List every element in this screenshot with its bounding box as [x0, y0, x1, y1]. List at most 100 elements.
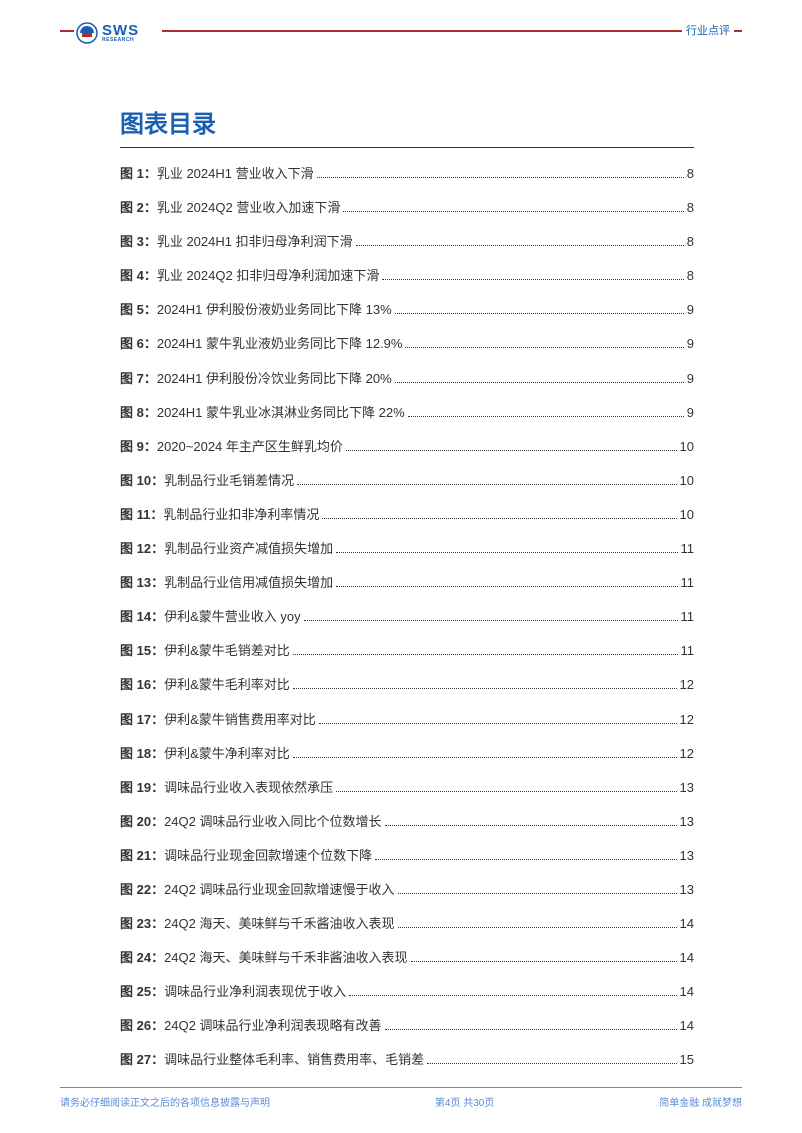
toc-dots: [398, 893, 677, 894]
toc-entry-text: 乳业 2024H1 扣非归母净利润下滑: [157, 234, 353, 250]
toc-entry-label: 图 2：: [120, 200, 157, 216]
toc-entry-label: 图 25：: [120, 984, 164, 1000]
toc-dots: [375, 859, 676, 860]
toc-dots: [336, 552, 677, 553]
toc-entry: 图 19：调味品行业收入表现依然承压13: [120, 780, 694, 796]
toc-entry-page: 11: [681, 575, 695, 591]
toc-entry-text: 24Q2 调味品行业净利润表现略有改善: [164, 1018, 381, 1034]
toc-entry-text: 24Q2 海天、美味鲜与千禾酱油收入表现: [164, 916, 394, 932]
toc-entry-page: 11: [681, 541, 695, 557]
toc-entry-text: 调味品行业收入表现依然承压: [164, 780, 333, 796]
toc-entry-page: 12: [680, 746, 694, 762]
page: SWS RESEARCH 行业点评 图表目录 图 1：乳业 2024H1 营业收…: [0, 0, 802, 1133]
toc-entry-label: 图 10：: [120, 473, 164, 489]
toc-dots: [336, 586, 677, 587]
toc-dots: [336, 791, 676, 792]
toc-dots: [304, 620, 678, 621]
toc-entry-text: 伊利&蒙牛毛利率对比: [164, 677, 290, 693]
toc-entry: 图 10：乳制品行业毛销差情况10: [120, 473, 694, 489]
toc-entry-text: 调味品行业净利润表现优于收入: [164, 984, 346, 1000]
toc-entry-label: 图 19：: [120, 780, 164, 796]
toc-entry-label: 图 16：: [120, 677, 164, 693]
toc-entry-page: 12: [680, 677, 694, 693]
toc-dots: [382, 279, 683, 280]
toc-entry-page: 14: [680, 984, 694, 1000]
toc-entry-label: 图 22：: [120, 882, 164, 898]
toc-entry-text: 伊利&蒙牛销售费用率对比: [164, 712, 316, 728]
toc-entry: 图 12：乳制品行业资产减值损失增加11: [120, 541, 694, 557]
doc-type-label: 行业点评: [682, 22, 734, 38]
toc-dots: [293, 757, 677, 758]
toc-entry-text: 2024H1 伊利股份液奶业务同比下降 13%: [157, 302, 392, 318]
toc-entry-page: 8: [687, 166, 694, 182]
toc-entry-label: 图 5：: [120, 302, 157, 318]
logo-icon: [76, 22, 98, 44]
toc-entry-text: 2024H1 蒙牛乳业冰淇淋业务同比下降 22%: [157, 405, 405, 421]
header-rule: [60, 30, 742, 32]
toc-list: 图 1：乳业 2024H1 营业收入下滑8图 2：乳业 2024Q2 营业收入加…: [120, 166, 694, 1068]
toc-dots: [343, 211, 683, 212]
logo-main-text: SWS: [102, 23, 139, 38]
toc-entry-label: 图 1：: [120, 166, 157, 182]
toc-entry: 图 21：调味品行业现金回款增速个位数下降13: [120, 848, 694, 864]
toc-dots: [398, 927, 677, 928]
toc-dots: [385, 825, 677, 826]
toc-entry-text: 伊利&蒙牛毛销差对比: [164, 643, 290, 659]
toc-entry-text: 2020~2024 年主产区生鲜乳均价: [157, 439, 343, 455]
toc-entry-page: 13: [680, 882, 694, 898]
toc-dots: [349, 995, 676, 996]
toc-entry: 图 23：24Q2 海天、美味鲜与千禾酱油收入表现 14: [120, 916, 694, 932]
header: SWS RESEARCH 行业点评: [0, 0, 802, 64]
toc-entry-label: 图 11：: [120, 507, 163, 523]
toc-entry: 图 6：2024H1 蒙牛乳业液奶业务同比下降 12.9%9: [120, 336, 694, 352]
toc-entry-label: 图 17：: [120, 712, 164, 728]
toc-entry-label: 图 26：: [120, 1018, 164, 1034]
toc-entry-page: 14: [680, 1018, 694, 1034]
toc-entry-label: 图 27：: [120, 1052, 164, 1068]
toc-entry-label: 图 8：: [120, 405, 157, 421]
toc-entry-page: 9: [687, 405, 694, 421]
toc-title: 图表目录: [120, 104, 694, 139]
toc-entry-label: 图 18：: [120, 746, 164, 762]
toc-entry-text: 乳制品行业信用减值损失增加: [164, 575, 333, 591]
toc-entry: 图 11：乳制品行业扣非净利率情况10: [120, 507, 694, 523]
toc-dots: [395, 382, 684, 383]
toc-rule: [120, 147, 694, 148]
logo-sub-text: RESEARCH: [102, 38, 139, 43]
toc-entry: 图 27：调味品行业整体毛利率、销售费用率、毛销差15: [120, 1052, 694, 1068]
toc-entry-page: 8: [687, 200, 694, 216]
toc-entry-text: 2024H1 伊利股份冷饮业务同比下降 20%: [157, 371, 392, 387]
toc-dots: [293, 654, 678, 655]
toc-dots: [319, 723, 677, 724]
toc-entry-page: 14: [680, 916, 694, 932]
toc-entry-page: 14: [680, 950, 694, 966]
toc-entry: 图 7：2024H1 伊利股份冷饮业务同比下降 20%9: [120, 371, 694, 387]
toc-dots: [385, 1029, 677, 1030]
toc-entry-label: 图 24：: [120, 950, 164, 966]
toc-dots: [356, 245, 684, 246]
toc-entry: 图 24：24Q2 海天、美味鲜与千禾非酱油收入表现14: [120, 950, 694, 966]
toc-entry: 图 14：伊利&蒙牛营业收入 yoy11: [120, 609, 694, 625]
toc-entry: 图 22：24Q2 调味品行业现金回款增速慢于收入13: [120, 882, 694, 898]
toc-entry-label: 图 9：: [120, 439, 157, 455]
toc-entry-label: 图 14：: [120, 609, 164, 625]
toc-entry-page: 9: [687, 336, 694, 352]
toc-entry-label: 图 15：: [120, 643, 164, 659]
footer: 请务必仔细阅读正文之后的各项信息披露与声明 第4页 共30页 简单金融 成就梦想: [60, 1087, 742, 1109]
toc-entry-text: 乳制品行业毛销差情况: [164, 473, 294, 489]
toc-entry-text: 乳业 2024H1 营业收入下滑: [157, 166, 314, 182]
toc-entry: 图 9：2020~2024 年主产区生鲜乳均价10: [120, 439, 694, 455]
toc-entry-label: 图 23：: [120, 916, 164, 932]
logo: SWS RESEARCH: [74, 18, 162, 48]
toc-entry-text: 调味品行业现金回款增速个位数下降: [164, 848, 372, 864]
toc-entry-text: 伊利&蒙牛营业收入 yoy: [164, 609, 301, 625]
toc-entry-page: 12: [680, 712, 694, 728]
toc-dots: [293, 688, 677, 689]
toc-entry-label: 图 12：: [120, 541, 164, 557]
toc-entry-label: 图 7：: [120, 371, 157, 387]
toc-entry-page: 13: [680, 848, 694, 864]
toc-entry-label: 图 4：: [120, 268, 157, 284]
toc-entry: 图 25：调味品行业净利润表现优于收入 14: [120, 984, 694, 1000]
toc-entry: 图 16：伊利&蒙牛毛利率对比 12: [120, 677, 694, 693]
toc-entry-text: 伊利&蒙牛净利率对比: [164, 746, 290, 762]
